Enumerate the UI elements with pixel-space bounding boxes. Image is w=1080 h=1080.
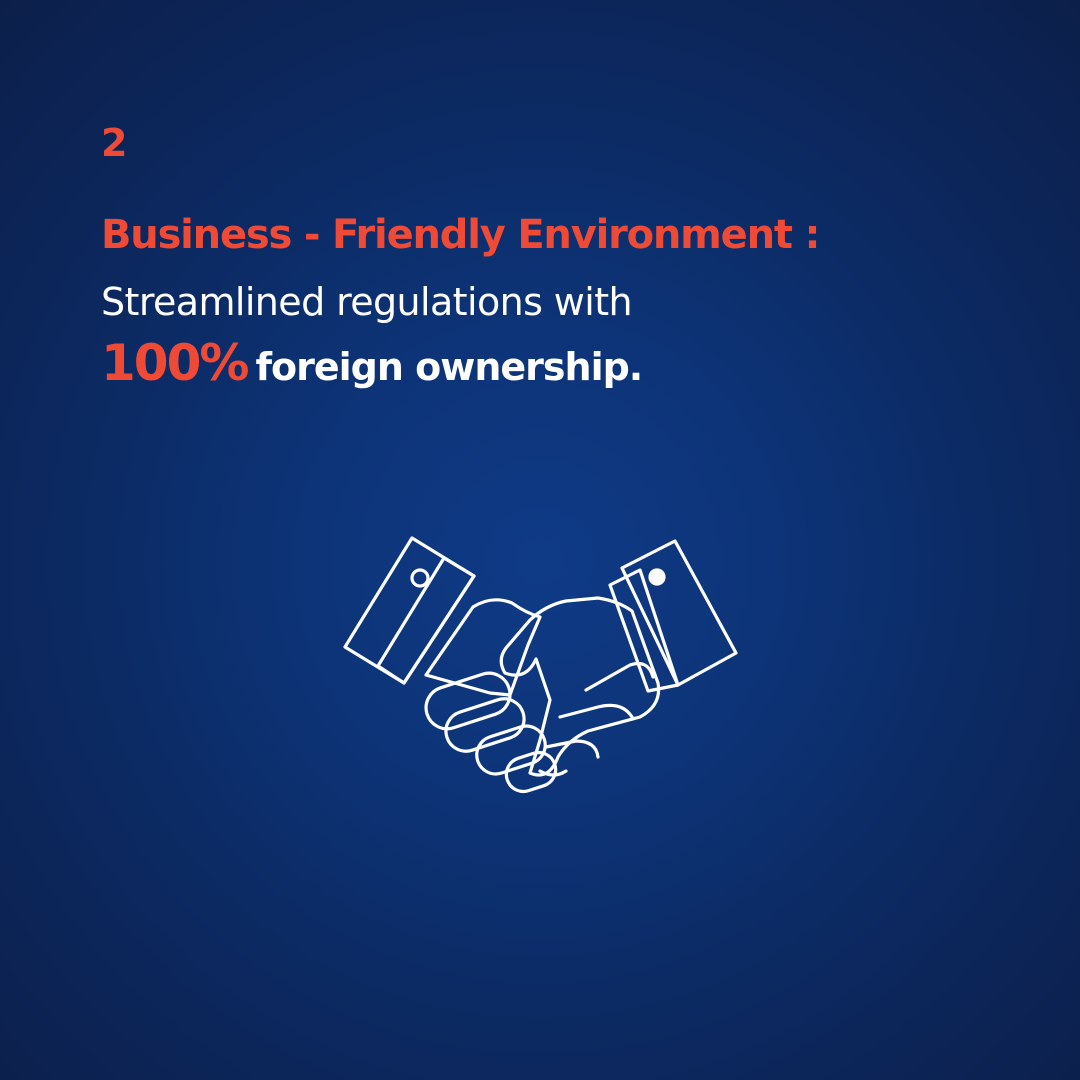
highlight-rest: foreign ownership. bbox=[255, 345, 643, 389]
right-sleeve bbox=[608, 539, 738, 693]
handshake-icon bbox=[343, 536, 738, 794]
left-fingers bbox=[424, 671, 558, 794]
left-hand bbox=[424, 598, 542, 697]
headline: Business - Friendly Environment : bbox=[101, 212, 821, 258]
highlight-line: 100% foreign ownership. bbox=[101, 338, 643, 389]
right-hand bbox=[499, 596, 661, 777]
body-line: Streamlined regulations with bbox=[101, 280, 633, 324]
right-fingers bbox=[538, 661, 655, 777]
slide-number: 2 bbox=[101, 121, 128, 165]
left-sleeve bbox=[343, 536, 476, 685]
highlight-value: 100% bbox=[101, 334, 249, 392]
